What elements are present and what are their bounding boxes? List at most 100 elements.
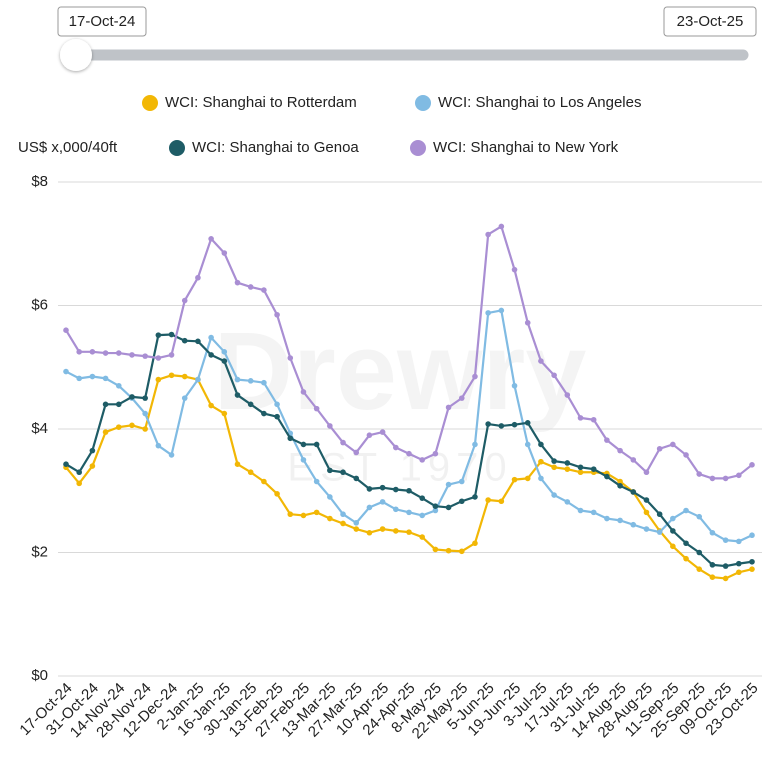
- data-point: [142, 410, 148, 417]
- data-point: [406, 529, 412, 535]
- data-point: [76, 349, 82, 355]
- data-point: [498, 498, 505, 505]
- data-point: [511, 421, 518, 428]
- data-point: [498, 307, 505, 314]
- data-point: [102, 375, 109, 382]
- data-point: [327, 494, 333, 500]
- data-point: [208, 352, 214, 358]
- data-point: [89, 447, 96, 454]
- data-point: [564, 460, 571, 466]
- data-point: [722, 475, 729, 482]
- data-point: [168, 452, 175, 458]
- data-point: [458, 498, 465, 505]
- data-point: [524, 475, 531, 482]
- data-point: [155, 376, 162, 383]
- data-point: [379, 499, 386, 505]
- data-point: [736, 560, 742, 567]
- data-point: [208, 402, 214, 409]
- legend-swatch: [415, 95, 431, 111]
- data-point: [181, 337, 188, 344]
- data-point: [577, 464, 584, 471]
- data-point: [89, 463, 96, 469]
- data-point: [393, 444, 399, 451]
- data-point: [327, 423, 333, 429]
- slider-end-label: 23-Oct-25: [677, 13, 744, 30]
- data-point: [670, 515, 676, 522]
- data-point: [604, 515, 610, 522]
- data-point: [76, 469, 82, 476]
- data-point: [195, 338, 201, 345]
- legend-swatch: [169, 140, 185, 156]
- data-point: [63, 461, 69, 467]
- data-point: [300, 457, 307, 463]
- data-point: [287, 355, 294, 361]
- data-point: [683, 540, 689, 547]
- data-point: [577, 415, 584, 421]
- data-point: [432, 450, 439, 457]
- data-point: [445, 481, 452, 488]
- data-point: [643, 469, 650, 476]
- data-point: [115, 424, 122, 430]
- data-point: [683, 452, 689, 458]
- data-point: [234, 392, 241, 398]
- data-point: [524, 441, 531, 448]
- legend-label: WCI: Shanghai to Genoa: [192, 139, 359, 156]
- data-point: [419, 457, 425, 463]
- data-point: [353, 526, 360, 532]
- data-point: [208, 334, 214, 341]
- data-point: [432, 546, 439, 553]
- data-point: [406, 487, 412, 494]
- data-point: [129, 422, 135, 429]
- data-point: [604, 473, 610, 480]
- data-point: [208, 236, 214, 242]
- data-point: [155, 442, 162, 449]
- y-tick-label: $2: [31, 543, 48, 560]
- data-point: [617, 447, 623, 454]
- data-point: [142, 395, 148, 401]
- data-point: [287, 435, 294, 442]
- data-point: [590, 416, 597, 423]
- data-point: [274, 491, 280, 497]
- data-point: [313, 478, 320, 485]
- data-point: [722, 575, 729, 582]
- watermark: Drewry: [214, 310, 587, 433]
- data-point: [261, 287, 267, 293]
- data-point: [485, 421, 491, 427]
- legend-label: WCI: Shanghai to Los Angeles: [438, 94, 641, 111]
- data-point: [551, 464, 557, 471]
- data-point: [142, 353, 148, 359]
- data-point: [102, 401, 109, 408]
- data-point: [683, 507, 689, 514]
- data-point: [472, 441, 478, 448]
- data-point: [247, 284, 254, 290]
- data-point: [221, 410, 228, 417]
- data-point: [551, 458, 557, 464]
- data-point: [393, 506, 399, 513]
- data-point: [564, 392, 571, 398]
- data-point: [485, 497, 491, 503]
- data-point: [498, 223, 505, 230]
- data-point: [340, 469, 346, 476]
- watermark-sub: EST 1970: [287, 446, 512, 490]
- data-point: [406, 450, 412, 457]
- legend-label: WCI: Shanghai to Rotterdam: [165, 94, 357, 111]
- data-point: [709, 562, 716, 568]
- slider-handle[interactable]: [60, 39, 92, 71]
- data-point: [432, 507, 439, 514]
- data-point: [538, 458, 544, 465]
- data-point: [551, 372, 557, 379]
- data-point: [366, 486, 373, 492]
- data-point: [511, 382, 518, 389]
- data-point: [445, 504, 452, 511]
- data-point: [221, 358, 228, 364]
- data-point: [485, 231, 491, 238]
- data-point: [749, 558, 755, 565]
- legend-label: WCI: Shanghai to New York: [433, 139, 619, 156]
- data-point: [327, 515, 333, 522]
- data-point: [379, 526, 386, 532]
- data-point: [261, 410, 267, 417]
- y-tick-label: $6: [31, 296, 48, 313]
- data-point: [511, 476, 518, 483]
- data-point: [511, 266, 518, 273]
